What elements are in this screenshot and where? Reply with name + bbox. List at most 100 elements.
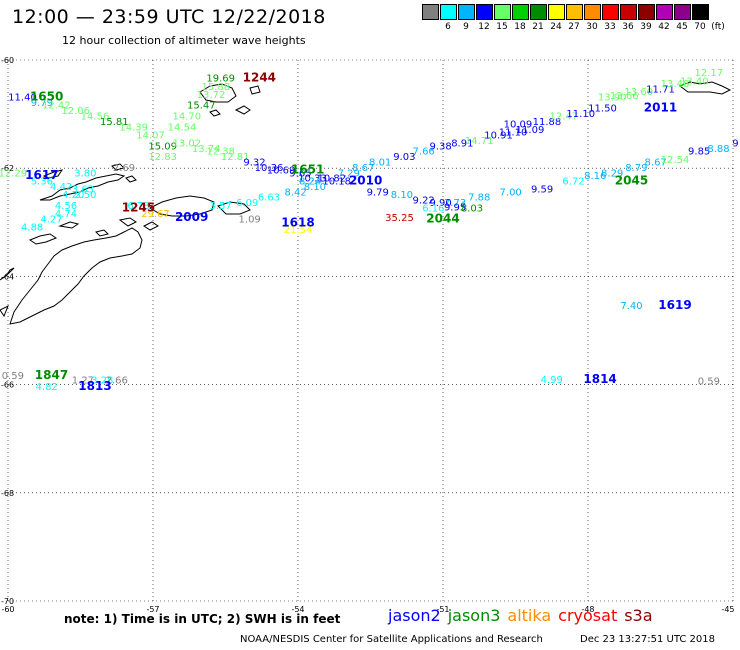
wave-height-value: 13.74 [192,144,221,155]
wave-height-value: 21.54 [284,225,313,236]
wave-height-value: 12.17 [695,68,724,79]
pass-time-label: 2009 [175,210,208,224]
colorbar-label: 30 [586,22,598,32]
wave-height-value: 8.67 [352,163,374,174]
wave-height-value: 4.74 [55,209,77,220]
colorbar-swatch [674,4,691,20]
chart-title: 12:00 — 23:59 UTC 12/22/2018 [12,6,326,28]
wave-height-value: 11.88 [533,117,562,128]
wave-height-value: 3.63 [72,185,94,196]
pass-time-label: 1617 [25,168,58,182]
south-shetland-islands [39,173,126,201]
wave-height-value: 8.24 [299,176,321,187]
wave-height-value: 15.09 [148,141,177,152]
wave-height-value: 11.50 [588,103,617,114]
wave-height-value: 10.82 [318,174,347,185]
pass-time-label: 1618 [281,216,314,230]
colorbar-swatch [422,4,439,20]
wave-height-value: 12.47 [550,112,579,123]
colorbar-label: 36 [622,22,634,32]
pass-time-label: 1245 [122,200,155,214]
lat-tick-label: -60 [1,56,14,65]
wave-height-value: 13.02 [173,139,202,150]
colorbar-label: 45 [676,22,688,32]
wave-height-value: 12.54 [661,155,690,166]
wave-height-value: 8.91 [451,139,473,150]
wave-height-value: 14.39 [119,122,148,133]
wave-height-value: 9.32 [243,157,265,168]
pass-time-label: 2011 [644,100,677,114]
credit-line: NOAA/NESDIS Center for Satellite Applica… [240,634,543,645]
wave-height-value: 7.66 [413,147,435,158]
wave-height-value: 6.78 [127,201,149,212]
wave-height-value: 9.03 [393,152,415,163]
pass-time-label: 1244 [243,71,276,85]
coastlines [0,81,732,325]
pass-time-label: 2044 [426,211,459,225]
colorbar-swatch [620,4,637,20]
satellite-legend-cryosat: cryosat [558,606,618,625]
colorbar-swatch [656,4,673,20]
lat-tick-label: -62 [1,164,14,173]
colorbar-swatch [494,4,511,20]
colorbar-unit: (ft) [711,22,725,32]
colorbar-swatch [638,4,655,20]
lat-tick-label: -64 [1,272,14,281]
wave-height-value: 0.59 [2,371,24,382]
colorbar-label: 33 [604,22,616,32]
wave-height-value: 1.27 [72,376,94,387]
wave-height-value: 12.81 [221,152,250,163]
lon-tick-label: -45 [721,605,734,614]
lat-tick-label: -68 [1,489,14,498]
lon-tick-labels: -60 -57 -54 -51 -48 -45 [1,605,734,614]
colorbar-label: 15 [496,22,508,32]
wave-height-value: 3.28 [91,376,113,387]
joinville-island-group [148,195,215,217]
wave-height-value: 7.40 [620,301,642,312]
pass-time-label: 1814 [583,372,616,386]
south-orkney-islands [678,81,732,95]
wave-height-value: 10.18 [322,176,351,187]
wave-height-value: 4.20 [62,190,84,201]
wave-height-colorbar: 6 9 12 15 18 21 24 27 30 33 36 39 42 45 70 (ft) [422,4,728,34]
wave-height-value: 7.00 [500,187,522,198]
wave-height-value: 10.91 [484,130,513,141]
satellite-legend: jason2 jason3 altika cryosat s3a [388,606,660,625]
wave-height-value: 14.07 [136,130,165,141]
colorbar-swatch [440,4,457,20]
wave-height-value: 11.10 [499,128,528,139]
wave-height-value: 4.88 [21,222,43,233]
wave-height-value: 6.16 [422,203,444,214]
wave-height-value: 2.50 [74,190,96,201]
colorbar-swatch [566,4,583,20]
wave-height-value: 8.01 [369,157,391,168]
colorbar-swatch [692,4,709,20]
wave-height-value: 13.40 [680,76,709,87]
wave-height-value: 12.29 [0,168,27,179]
wave-height-value: 8.42 [284,187,306,198]
wave-height-value: 8.67 [645,157,667,168]
satellite-legend-s3a: s3a [624,606,653,625]
colorbar-label: 39 [640,22,652,32]
wave-height-value: 6.09 [236,198,258,209]
wave-height-value: 11.71 [646,84,675,95]
wave-height-value: 14.54 [168,122,197,133]
wave-height-value: 19.69 [206,74,235,85]
wave-height-value: 7.29 [338,168,360,179]
lat-tick-label: -70 [1,597,14,606]
colorbar-label: 6 [445,22,451,32]
colorbar-label: 24 [550,22,562,32]
wave-height-value: 8.10 [304,182,326,193]
pass-time-label: 1847 [35,368,68,382]
wave-height-value: 9.22 [413,195,435,206]
colorbar-swatch [512,4,529,20]
wave-height-value: 11.40 [8,93,37,104]
pass-time-labels: 1650 1244 1651 2010 2011 1617 1245 2009 1618 2044… [25,71,692,393]
colorbar-label: 12 [478,22,490,32]
lon-tick-label: -51 [436,605,449,614]
lon-tick-label: -60 [1,605,14,614]
wave-height-value: 4.82 [36,382,58,393]
pass-time-label: 1650 [30,90,63,104]
wave-height-value: 8.88 [707,144,729,155]
wave-height-value: 14.71 [465,136,494,147]
